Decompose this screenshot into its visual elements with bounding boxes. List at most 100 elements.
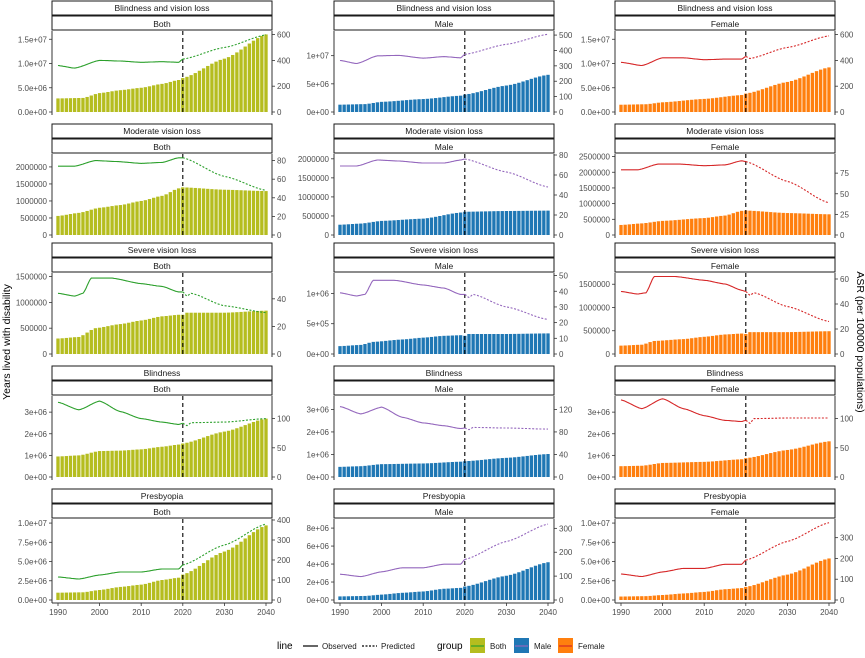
bar-2039 <box>823 331 827 354</box>
panel-moderate-vision-loss-male: Moderate vision loss Male 0 500000 1000000 15… <box>298 123 568 240</box>
bar-1998 <box>89 209 93 235</box>
bar-2011 <box>706 217 711 235</box>
bar-2009 <box>135 88 139 112</box>
bar-2015 <box>160 446 164 477</box>
bar-2013 <box>434 98 438 112</box>
bar-1995 <box>640 104 644 112</box>
bar-2015 <box>160 83 164 112</box>
panel-blindness-and-vision-loss-both: Blindness and vision loss Both 0.0e+00 5.0e… <box>18 0 291 117</box>
predicted-asr-line <box>745 417 829 424</box>
bar-2023 <box>756 456 760 477</box>
bar-2021 <box>748 457 752 477</box>
strip-group-label: Male <box>435 19 454 29</box>
bar-2033 <box>235 312 239 354</box>
left-tick-label: 0.0e+00 <box>581 108 611 117</box>
bar-1993 <box>68 455 73 477</box>
bar-2026 <box>206 65 210 112</box>
bar-2020 <box>744 210 748 235</box>
bar-2026 <box>488 459 492 477</box>
bar-2039 <box>260 190 264 235</box>
bar-2008 <box>413 338 417 354</box>
bar-2010 <box>702 98 706 112</box>
bar-1999 <box>93 328 98 354</box>
right-tick-label: 600 <box>277 31 291 40</box>
strip-group-box <box>614 380 836 396</box>
bar-2026 <box>769 579 773 600</box>
bar-2040 <box>827 558 831 600</box>
bar-2029 <box>218 59 222 112</box>
right-tick-label: 40 <box>277 295 286 304</box>
bar-2030 <box>785 332 790 354</box>
bar-1997 <box>648 342 652 354</box>
bar-2036 <box>529 455 534 477</box>
strip-cause-box <box>51 0 273 16</box>
legend-observed-label: Observed <box>322 642 357 651</box>
bar-2032 <box>231 54 235 112</box>
bar-1997 <box>85 96 89 112</box>
observed-asr-line <box>620 398 746 423</box>
bar-2015 <box>160 195 164 235</box>
bar-2023 <box>475 334 479 354</box>
bar-1997 <box>85 591 89 600</box>
strip-cause-box <box>614 123 836 139</box>
bar-2040 <box>546 74 550 112</box>
bar-1994 <box>635 596 640 600</box>
bar-2029 <box>218 432 222 477</box>
bar-2014 <box>156 84 160 112</box>
bar-2016 <box>164 446 168 477</box>
left-tick-label: 5.0e+06 <box>581 84 611 93</box>
bar-2022 <box>189 312 193 354</box>
bar-1993 <box>631 104 636 112</box>
predicted-asr-line <box>745 291 830 323</box>
left-tick-label: 0e+00 <box>588 473 611 482</box>
bar-1999 <box>656 463 661 477</box>
bar-2032 <box>513 210 517 235</box>
bar-1998 <box>652 464 656 477</box>
left-tick-label: 0e+00 <box>307 473 330 482</box>
bar-1998 <box>89 452 93 477</box>
bar-1995 <box>359 344 363 354</box>
bar-2008 <box>694 218 698 235</box>
bar-2035 <box>243 46 247 112</box>
bar-2035 <box>243 425 247 477</box>
bar-1999 <box>93 94 98 112</box>
strip-cause-label: Blindness <box>707 368 744 378</box>
bar-1990 <box>56 215 60 235</box>
bar-2015 <box>442 462 446 477</box>
strip-group-box <box>51 257 273 273</box>
bar-2040 <box>827 67 831 112</box>
bar-2005 <box>681 100 686 112</box>
bar-2000 <box>660 102 665 112</box>
bar-2036 <box>529 567 534 600</box>
bar-2036 <box>529 210 534 235</box>
predicted-asr-line <box>464 33 549 55</box>
bar-2024 <box>197 439 202 477</box>
right-tick-label: 0 <box>559 596 564 605</box>
bar-2040 <box>264 34 268 113</box>
left-tick-label: 2.5e+06 <box>18 577 48 586</box>
bar-1999 <box>93 590 98 600</box>
bar-2005 <box>681 219 686 235</box>
observed-asr-line <box>620 559 747 578</box>
left-tick-label: 500000 <box>302 212 329 221</box>
bar-2033 <box>798 78 802 112</box>
bar-2009 <box>135 584 139 600</box>
bar-2037 <box>814 213 819 235</box>
right-tick-label: 50 <box>840 444 849 453</box>
bar-2015 <box>723 96 727 112</box>
bar-2025 <box>764 87 769 112</box>
bar-2031 <box>508 333 513 354</box>
left-tick-label: 1500000 <box>579 184 611 193</box>
bar-2039 <box>542 333 546 354</box>
bar-1993 <box>350 345 355 354</box>
bar-1990 <box>619 596 623 600</box>
bar-2012 <box>710 590 715 600</box>
bar-1992 <box>346 596 350 600</box>
bar-1994 <box>354 104 359 112</box>
panel-moderate-vision-loss-female: Moderate vision loss Female 0 500000 1000000… <box>579 123 849 240</box>
bar-2000 <box>97 451 102 477</box>
bar-2018 <box>454 588 459 600</box>
right-tick-label: 200 <box>277 556 291 565</box>
right-tick-label: 400 <box>559 46 573 55</box>
right-tick-label: 50 <box>840 190 849 199</box>
